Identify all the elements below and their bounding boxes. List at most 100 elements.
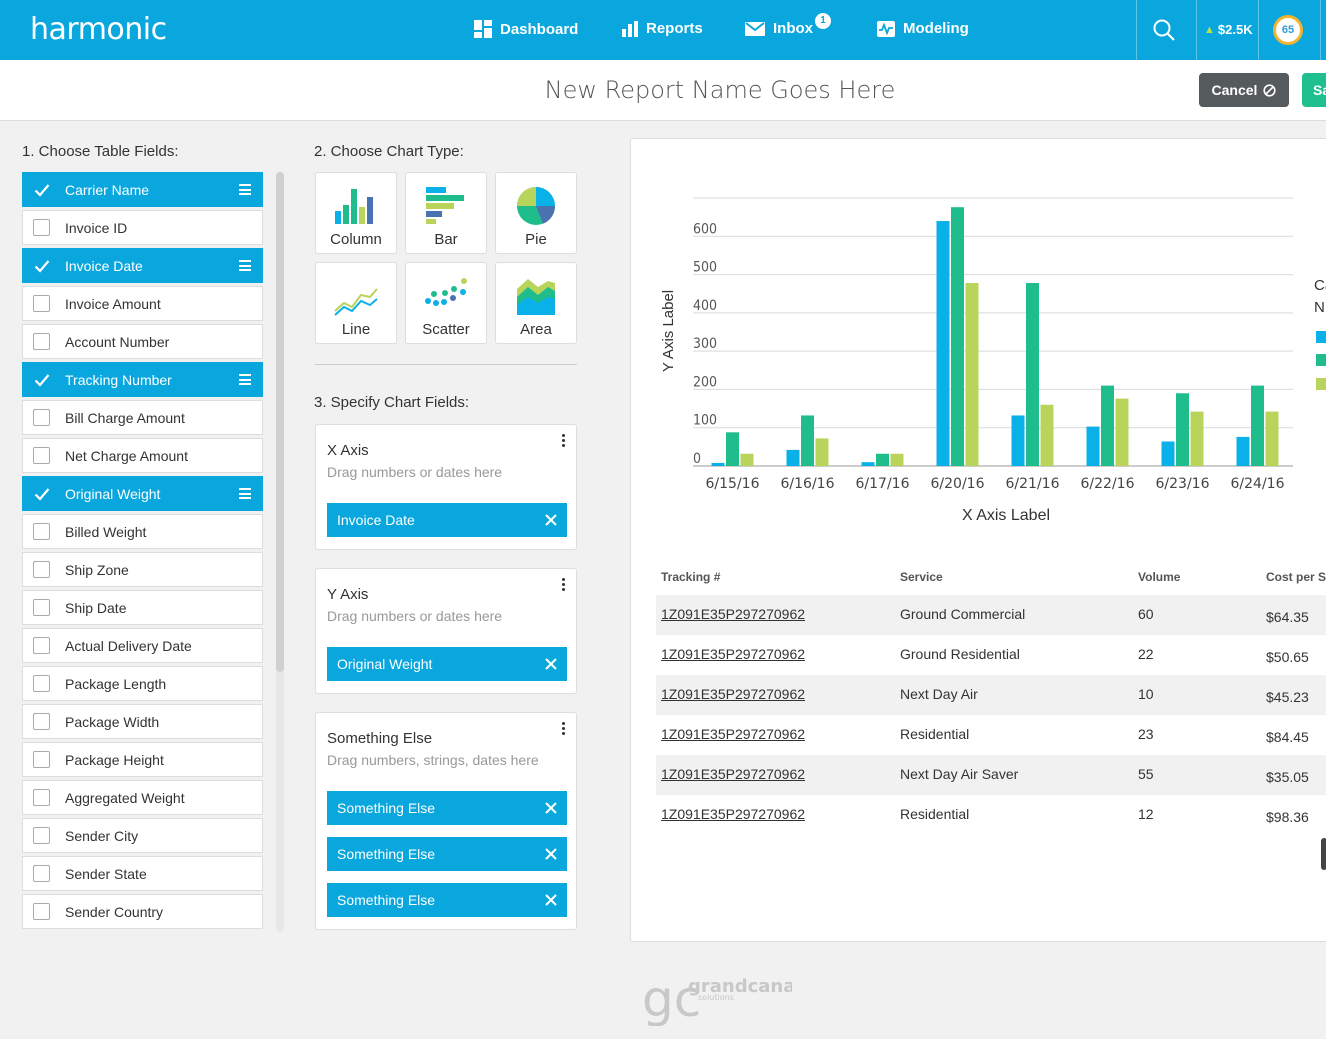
tracking-link[interactable]: 1Z091E35P297270962 xyxy=(661,686,806,702)
tracking-link[interactable]: 1Z091E35P297270962 xyxy=(661,726,806,742)
cancel-button[interactable]: Cancel xyxy=(1199,73,1289,107)
table-field-item[interactable]: Actual Delivery Date xyxy=(22,628,263,663)
checkbox[interactable] xyxy=(33,675,50,692)
drag-handle-icon[interactable] xyxy=(239,374,251,385)
checkbox-checked[interactable] xyxy=(33,371,50,388)
remove-icon[interactable] xyxy=(545,658,557,670)
table-field-item[interactable]: Package Width xyxy=(22,704,263,739)
other-field-pill[interactable]: Something Else xyxy=(327,791,567,825)
table-row[interactable]: 1Z091E35P297270962 Next Day Air 10 $45.23 xyxy=(656,675,1326,715)
table-field-item[interactable]: Sender State xyxy=(22,856,263,891)
x-axis-pill[interactable]: Invoice Date xyxy=(327,503,567,537)
nav-dashboard[interactable]: Dashboard xyxy=(474,20,578,38)
more-vertical-icon[interactable] xyxy=(562,434,566,449)
table-field-item[interactable]: Ship Zone xyxy=(22,552,263,587)
checkbox-checked[interactable] xyxy=(33,257,50,274)
chart-type-line[interactable]: Line xyxy=(315,262,397,344)
table-field-item[interactable]: Ship Date xyxy=(22,590,263,625)
drag-handle-icon[interactable] xyxy=(239,260,251,271)
y-axis-pill[interactable]: Original Weight xyxy=(327,647,567,681)
save-button[interactable]: Sa xyxy=(1302,73,1326,107)
checkbox[interactable] xyxy=(33,865,50,882)
checkbox[interactable] xyxy=(33,333,50,350)
table-field-item[interactable]: Billed Weight xyxy=(22,514,263,549)
report-title[interactable]: New Report Name Goes Here xyxy=(544,76,896,104)
checkbox[interactable] xyxy=(33,903,50,920)
table-field-item[interactable]: Account Number xyxy=(22,324,263,359)
table-field-item[interactable]: Tracking Number xyxy=(22,362,263,397)
table-field-item[interactable]: Package Length xyxy=(22,666,263,701)
checkbox[interactable] xyxy=(33,789,50,806)
drag-handle-icon[interactable] xyxy=(239,488,251,499)
checkbox[interactable] xyxy=(33,447,50,464)
table-field-item[interactable]: Sender City xyxy=(22,818,263,853)
table-field-item[interactable]: Sender Country xyxy=(22,894,263,929)
nav-modeling[interactable]: Modeling xyxy=(877,20,969,37)
table-field-item[interactable]: Net Charge Amount xyxy=(22,438,263,473)
remove-icon[interactable] xyxy=(545,894,557,906)
nav-divider xyxy=(1196,0,1197,60)
score-badge[interactable]: 65 xyxy=(1273,15,1303,45)
panel-resize-handle[interactable] xyxy=(1321,838,1326,870)
checkbox[interactable] xyxy=(33,713,50,730)
column-header-service[interactable]: Service xyxy=(900,570,943,584)
tracking-link[interactable]: 1Z091E35P297270962 xyxy=(661,646,806,662)
chart-type-column[interactable]: Column xyxy=(315,172,397,254)
table-field-item[interactable]: Aggregated Weight xyxy=(22,780,263,815)
checkbox[interactable] xyxy=(33,751,50,768)
chart-type-area[interactable]: Area xyxy=(495,262,577,344)
table-row[interactable]: 1Z091E35P297270962 Ground Commercial 60 $64… xyxy=(656,595,1326,635)
table-row[interactable]: 1Z091E35P297270962 Residential 23 $84.45 xyxy=(656,715,1326,755)
more-vertical-icon[interactable] xyxy=(562,722,566,737)
chart-bar xyxy=(861,462,875,466)
y-axis-card[interactable]: Y Axis Drag numbers or dates here Origin… xyxy=(315,568,577,694)
harmonic-logo[interactable]: harmonic xyxy=(30,12,167,47)
checkbox[interactable] xyxy=(33,219,50,236)
checkbox[interactable] xyxy=(33,599,50,616)
column-header-cost[interactable]: Cost per S xyxy=(1266,570,1326,584)
table-field-item[interactable]: Original Weight xyxy=(22,476,263,511)
nav-inbox[interactable]: Inbox xyxy=(745,20,813,37)
chart-type-label: Pie xyxy=(525,231,547,248)
table-field-item[interactable]: Carrier Name xyxy=(22,172,263,207)
remove-icon[interactable] xyxy=(545,802,557,814)
checkbox[interactable] xyxy=(33,827,50,844)
chart-type-bar[interactable]: Bar xyxy=(405,172,487,254)
table-row[interactable]: 1Z091E35P297270962 Ground Residential 22 $5… xyxy=(656,635,1326,675)
checkbox[interactable] xyxy=(33,523,50,540)
checkbox[interactable] xyxy=(33,295,50,312)
tracking-link[interactable]: 1Z091E35P297270962 xyxy=(661,806,806,822)
drag-handle-icon[interactable] xyxy=(239,184,251,195)
chart-type-pie[interactable]: Pie xyxy=(495,172,577,254)
table-row[interactable]: 1Z091E35P297270962 Residential 12 $98.36 xyxy=(656,795,1326,835)
checkbox-checked[interactable] xyxy=(33,485,50,502)
table-field-item[interactable]: Invoice Amount xyxy=(22,286,263,321)
savings-indicator[interactable]: ▲ $2.5K xyxy=(1204,22,1253,37)
fields-scrollbar-thumb[interactable] xyxy=(276,172,284,672)
tracking-link[interactable]: 1Z091E35P297270962 xyxy=(661,606,806,622)
search-button[interactable] xyxy=(1152,18,1176,47)
table-row[interactable]: 1Z091E35P297270962 Next Day Air Saver 55 $3… xyxy=(656,755,1326,795)
tracking-link[interactable]: 1Z091E35P297270962 xyxy=(661,766,806,782)
checkbox[interactable] xyxy=(33,409,50,426)
nav-reports[interactable]: Reports xyxy=(622,20,703,37)
remove-icon[interactable] xyxy=(545,848,557,860)
more-vertical-icon[interactable] xyxy=(562,578,566,593)
chart-type-scatter[interactable]: Scatter xyxy=(405,262,487,344)
table-field-item[interactable]: Bill Charge Amount xyxy=(22,400,263,435)
chart-bar xyxy=(1026,282,1039,466)
table-field-item[interactable]: Invoice ID xyxy=(22,210,263,245)
x-axis-card[interactable]: X Axis Drag numbers or dates here Invoic… xyxy=(315,424,577,550)
checkbox[interactable] xyxy=(33,637,50,654)
column-header-volume[interactable]: Volume xyxy=(1138,570,1181,584)
column-header-tracking[interactable]: Tracking # xyxy=(661,570,721,584)
checkbox[interactable] xyxy=(33,561,50,578)
checkbox-checked[interactable] xyxy=(33,181,50,198)
table-field-item[interactable]: Package Height xyxy=(22,742,263,777)
fields-scrollbar[interactable] xyxy=(276,172,284,932)
other-field-card[interactable]: Something Else Drag numbers, strings, da… xyxy=(315,712,577,930)
table-field-item[interactable]: Invoice Date xyxy=(22,248,263,283)
other-field-pill[interactable]: Something Else xyxy=(327,883,567,917)
remove-icon[interactable] xyxy=(545,514,557,526)
other-field-pill[interactable]: Something Else xyxy=(327,837,567,871)
